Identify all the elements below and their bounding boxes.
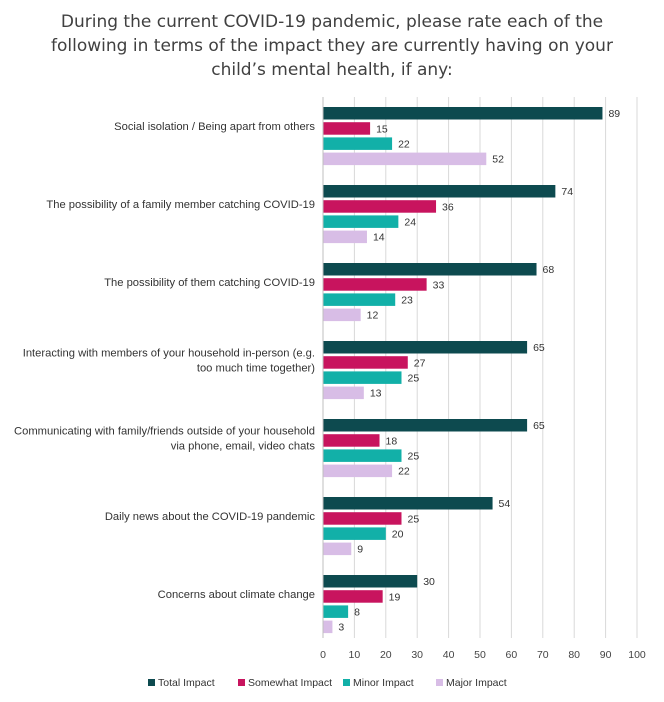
bar: [323, 434, 380, 447]
bar: [323, 107, 603, 120]
bar: [323, 137, 393, 150]
data-label: 89: [608, 108, 620, 120]
bar: [323, 419, 528, 432]
legend-label: Major Impact: [446, 677, 507, 689]
bar: [323, 293, 396, 306]
data-label: 25: [408, 450, 420, 462]
bar: [323, 542, 352, 556]
bar: [323, 464, 393, 478]
bar: [323, 371, 402, 384]
x-tick-label: 30: [411, 649, 423, 661]
bar: [323, 527, 386, 540]
legend-label: Somewhat Impact: [248, 677, 332, 689]
data-label: 18: [386, 435, 398, 447]
data-label: 14: [373, 232, 385, 244]
data-label: 20: [392, 528, 404, 540]
x-tick-label: 20: [380, 649, 392, 661]
bar: [323, 263, 537, 276]
x-tick-label: 0: [320, 649, 326, 661]
legend-swatch: [238, 679, 245, 686]
data-label: 54: [499, 498, 511, 510]
x-tick-label: 50: [474, 649, 486, 661]
bar: [323, 590, 383, 603]
x-tick-label: 10: [349, 649, 361, 661]
bar: [323, 605, 349, 618]
bar: [323, 230, 367, 244]
chart-title: During the current COVID-19 pandemic, pl…: [51, 12, 613, 80]
category-label: The possibility of them catching COVID-1…: [104, 277, 315, 289]
data-label: 24: [404, 216, 416, 228]
data-label: 23: [401, 294, 413, 306]
bar: [323, 575, 418, 588]
data-label: 15: [376, 123, 388, 135]
x-tick-label: 70: [537, 649, 549, 661]
bar: [323, 449, 402, 462]
bar: [323, 620, 333, 634]
data-label: 33: [433, 279, 445, 291]
category-label: The possibility of a family member catch…: [46, 199, 315, 211]
data-label: 8: [354, 606, 360, 618]
data-label: 52: [492, 154, 504, 166]
bar: [323, 200, 437, 213]
category-label: too much time together): [197, 363, 315, 375]
data-label: 22: [398, 466, 410, 478]
data-label: 36: [442, 201, 454, 213]
category-label: Daily news about the COVID-19 pandemic: [105, 511, 316, 523]
category-label: Interacting with members of your househo…: [23, 348, 315, 360]
x-tick-label: 40: [443, 649, 455, 661]
bar: [323, 122, 371, 135]
bar: [323, 497, 493, 510]
bar: [323, 215, 399, 228]
data-label: 65: [533, 420, 545, 432]
legend-label: Minor Impact: [353, 677, 414, 689]
bar: [323, 386, 364, 400]
bar: [323, 341, 528, 354]
x-tick-label: 90: [600, 649, 612, 661]
legend-swatch: [436, 679, 443, 686]
bar: [323, 356, 408, 369]
category-label: Communicating with family/friends outsid…: [14, 426, 315, 438]
category-label: Social isolation / Being apart from othe…: [114, 121, 315, 133]
category-label: via phone, email, video chats: [171, 441, 316, 453]
data-label: 3: [338, 622, 344, 634]
data-label: 25: [408, 372, 420, 384]
x-tick-label: 80: [568, 649, 580, 661]
legend-swatch: [343, 679, 350, 686]
legend-swatch: [148, 679, 155, 686]
x-tick-label: 100: [628, 649, 646, 661]
data-label: 25: [408, 513, 420, 525]
category-label: Concerns about climate change: [158, 589, 315, 601]
data-label: 9: [357, 544, 363, 556]
data-label: 30: [423, 576, 435, 588]
bar: [323, 152, 487, 166]
data-label: 27: [414, 357, 426, 369]
legend-label: Total Impact: [158, 677, 215, 689]
data-label: 22: [398, 138, 410, 150]
data-label: 12: [367, 310, 379, 322]
data-label: 65: [533, 342, 545, 354]
bar: [323, 278, 427, 291]
bar: [323, 512, 402, 525]
data-label: 13: [370, 388, 382, 400]
data-label: 19: [389, 591, 401, 603]
data-label: 74: [561, 186, 573, 198]
data-label: 68: [543, 264, 555, 276]
x-tick-label: 60: [506, 649, 518, 661]
bar: [323, 308, 361, 322]
bar: [323, 185, 556, 198]
